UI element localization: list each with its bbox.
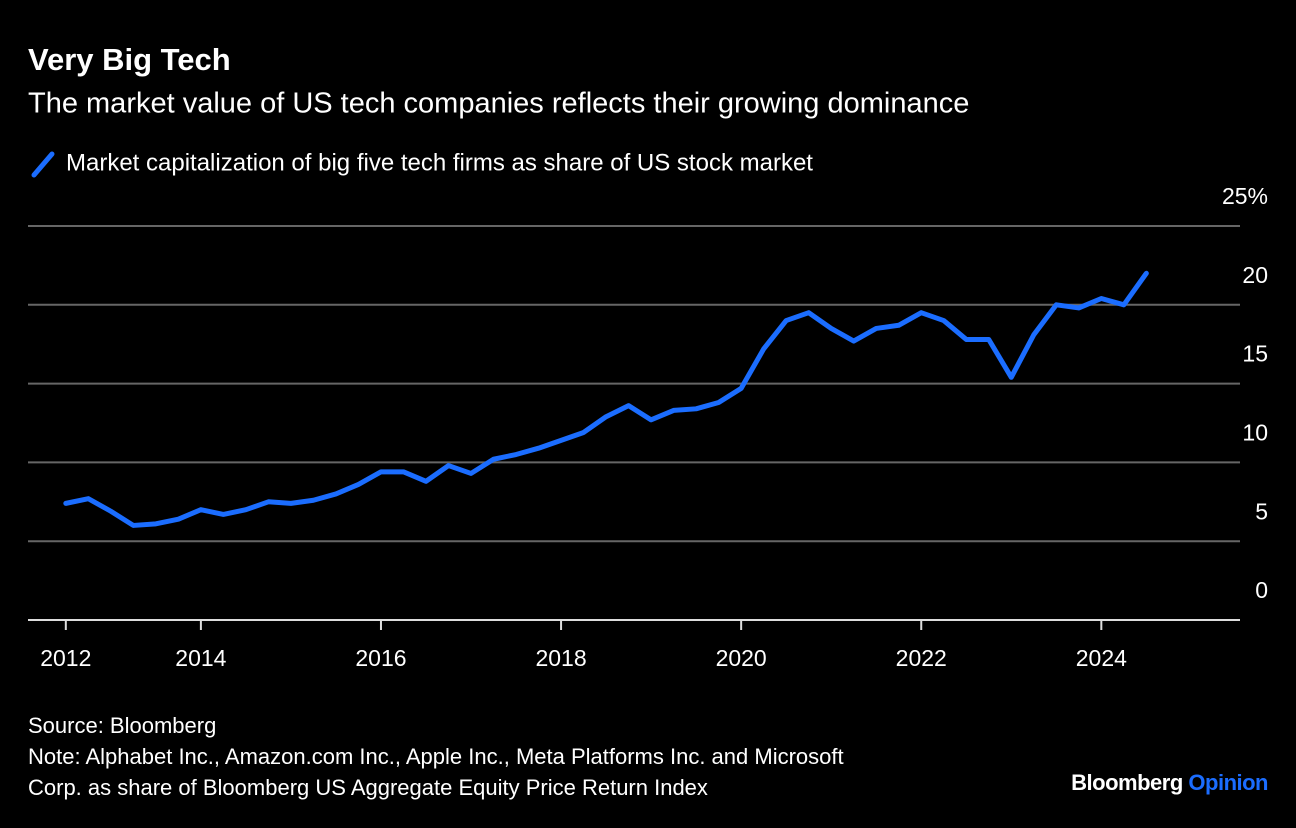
brand-name: Bloomberg bbox=[1071, 770, 1183, 795]
y-tick-label: 10 bbox=[1242, 419, 1268, 445]
source: Source: Bloomberg bbox=[28, 713, 216, 738]
chart-title: Very Big Tech bbox=[28, 42, 231, 77]
brand: Bloomberg Opinion bbox=[1071, 770, 1268, 795]
x-tick-label: 2020 bbox=[716, 645, 767, 671]
y-tick-label: 15 bbox=[1242, 341, 1268, 367]
note: Note: Alphabet Inc., Amazon.com Inc., Ap… bbox=[28, 744, 844, 769]
line bbox=[63, 270, 1149, 528]
y-tick-label: 25% bbox=[1222, 183, 1268, 209]
chart-subtitle: The market value of US tech companies re… bbox=[28, 88, 969, 120]
y-tick-label: 20 bbox=[1242, 262, 1268, 288]
y-tick-label: 5 bbox=[1255, 498, 1268, 524]
x-tick-label: 2024 bbox=[1076, 645, 1127, 671]
x-tick-label: 2022 bbox=[896, 645, 947, 671]
y-tick-label: 0 bbox=[1255, 577, 1268, 603]
x-tick-label: 2018 bbox=[535, 645, 586, 671]
x-tick-label: 2012 bbox=[40, 645, 91, 671]
x-tick-label: 2014 bbox=[175, 645, 226, 671]
legend-label: Market capitalization of big five tech f… bbox=[66, 149, 813, 176]
brand-section: Opinion bbox=[1188, 770, 1268, 795]
note: Corp. as share of Bloomberg US Aggregate… bbox=[28, 775, 708, 800]
x-tick-label: 2016 bbox=[355, 645, 406, 671]
legend-icon bbox=[31, 151, 55, 178]
